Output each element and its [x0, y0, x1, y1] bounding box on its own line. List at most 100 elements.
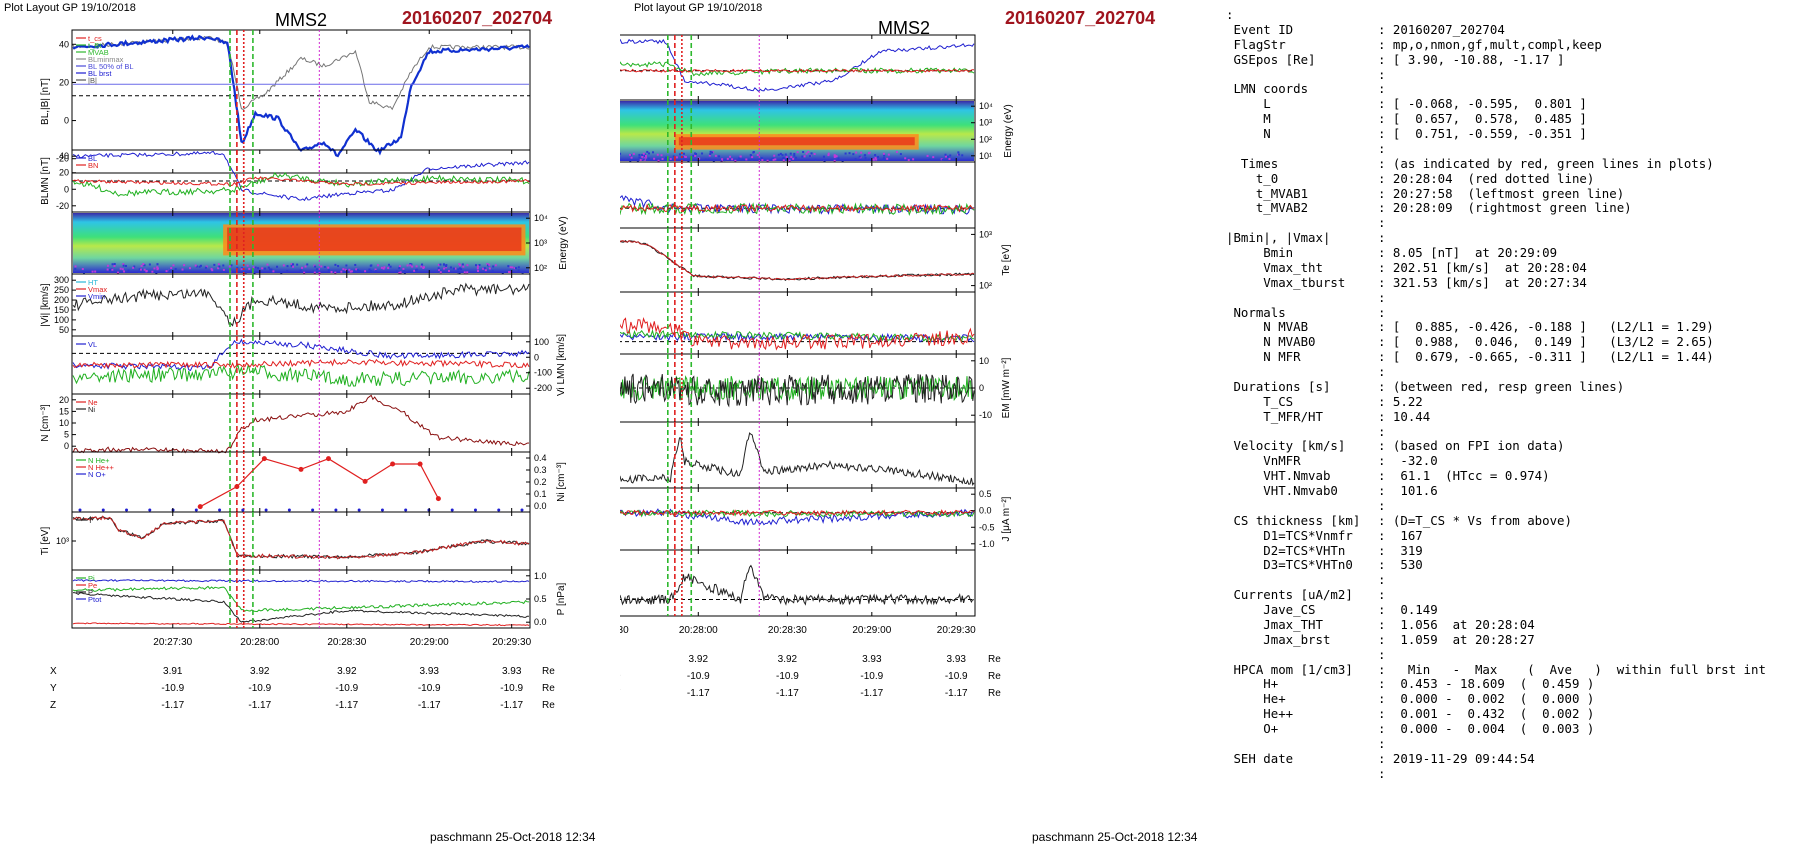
spectrogram-noise	[822, 155, 825, 158]
summary-row: Durations [s]: (between red, resp green …	[1226, 379, 1800, 395]
spectrogram-noise	[721, 158, 724, 161]
spectrogram-noise	[301, 266, 304, 269]
spectrogram-noise	[437, 267, 440, 270]
trace-b-total	[72, 35, 530, 111]
spectrogram-noise	[113, 264, 116, 267]
spectrogram-noise	[398, 265, 401, 268]
spectrogram-noise	[406, 264, 409, 267]
spectrogram-noise	[181, 268, 184, 271]
y-tick-label: 10³	[979, 229, 992, 239]
spectrogram-noise	[133, 265, 136, 268]
middle-footer: paschmann 25-Oct-2018 12:34	[1032, 830, 1198, 844]
spectrogram-noise	[827, 154, 830, 157]
spectrogram-noise	[718, 155, 721, 158]
spectrogram-noise	[165, 270, 168, 273]
summary-value: : 530	[1378, 557, 1423, 573]
spectrogram-noise	[940, 158, 943, 161]
spectrogram-noise	[772, 158, 775, 161]
spectrogram-noise	[511, 266, 514, 269]
panel-frame	[71, 29, 531, 174]
spectrogram-noise	[415, 265, 418, 268]
summary-key: He++	[1226, 706, 1294, 722]
summary-value: : [ -0.068, -0.595, 0.801 ]	[1378, 96, 1587, 112]
y-tick-label: 40	[59, 151, 69, 161]
pos-unit: Re	[542, 683, 555, 694]
spectrogram-noise	[320, 265, 323, 268]
spectrogram-noise	[290, 264, 293, 267]
spectrogram-noise	[841, 160, 844, 163]
y-axis-label: Ni [cm⁻³]	[556, 462, 567, 502]
spectrogram-noise	[174, 267, 177, 270]
spectrogram-noise	[682, 152, 685, 155]
summary-key: SEH date	[1226, 750, 1294, 766]
spectrogram-noise	[719, 159, 722, 162]
spectrogram-noise	[882, 157, 885, 160]
trace-em-green	[620, 375, 975, 402]
spectrogram-noise	[789, 152, 792, 155]
spectrogram-noise	[213, 263, 216, 266]
spectrogram-noise	[687, 159, 690, 162]
panel-frame	[71, 451, 531, 513]
spectrogram-noise	[421, 263, 424, 266]
time-tick-label: 20:28:30	[768, 625, 807, 636]
spectrogram-noise	[148, 263, 151, 266]
spectrogram-noise	[837, 157, 840, 160]
legend-label: Vmax	[88, 285, 107, 294]
pos-row-label: Z	[50, 700, 56, 711]
summary-row: VnMFR: -32.0	[1226, 453, 1800, 469]
y-tick-label: 0	[534, 352, 539, 362]
spectrogram-noise	[398, 271, 401, 274]
spectrogram-noise	[323, 265, 326, 268]
spectrogram-noise	[517, 269, 520, 272]
y-tick-label: 0	[64, 184, 69, 194]
time-tick-label: 20:28:00	[679, 625, 718, 636]
spectrogram-noise	[790, 156, 793, 159]
summary-row: Jave_CS: 0.149	[1226, 602, 1800, 618]
trace-ve-n	[620, 203, 975, 214]
spectrogram-noise	[707, 158, 710, 161]
summary-row: Jmax_brst: 1.059 at 20:28:27	[1226, 632, 1800, 648]
spectrogram-noise	[358, 270, 361, 273]
spectrogram-noise	[374, 268, 377, 271]
spectrogram-noise	[766, 159, 769, 162]
spectrogram-noise	[439, 271, 442, 274]
spectrogram-noise	[355, 268, 358, 271]
trace-ve-m	[620, 201, 975, 216]
spectrogram-noise	[795, 156, 798, 159]
summary-value: : 10.44	[1378, 408, 1431, 424]
spectrogram-noise	[688, 158, 691, 161]
spectrogram-noise	[113, 263, 116, 266]
legend-label: T	[88, 516, 93, 525]
spectrogram-noise	[793, 154, 796, 157]
spectrogram-noise	[170, 267, 173, 270]
spectrogram-noise	[774, 158, 777, 161]
pos-unit: Re	[542, 666, 555, 677]
summary-value: : 0.149	[1378, 602, 1438, 617]
trace-vm	[72, 362, 530, 387]
spectrogram-noise	[926, 154, 929, 157]
spectrogram-noise	[779, 152, 782, 155]
spectrogram-noise	[803, 155, 806, 158]
summary-key: N MFR	[1226, 349, 1301, 365]
spectrogram-noise	[694, 154, 697, 157]
spectrogram-noise	[628, 153, 631, 156]
spectrogram-noise	[752, 151, 755, 154]
spectrogram-noise	[303, 271, 306, 274]
data-point-o-plus	[334, 508, 338, 512]
spectrogram-noise	[948, 158, 951, 161]
spectrogram-noise	[874, 157, 877, 160]
spectrogram-noise	[125, 264, 128, 267]
spectrogram-noise	[476, 267, 479, 270]
data-point-he-plus-plus	[234, 484, 240, 490]
summary-row: t_0: 20:28:04 (red dotted line)	[1226, 171, 1800, 187]
spectrogram-noise	[204, 266, 207, 269]
spectrogram-noise	[463, 271, 466, 274]
trace-vl	[72, 338, 530, 372]
summary-row: VHT.Nmvab: 61.1 (HTcc = 0.974)	[1226, 468, 1800, 484]
summary-value: :	[1378, 304, 1386, 320]
spectrogram-noise	[760, 157, 763, 160]
spectrogram-noise	[82, 271, 85, 274]
spectrogram-noise	[327, 266, 330, 269]
